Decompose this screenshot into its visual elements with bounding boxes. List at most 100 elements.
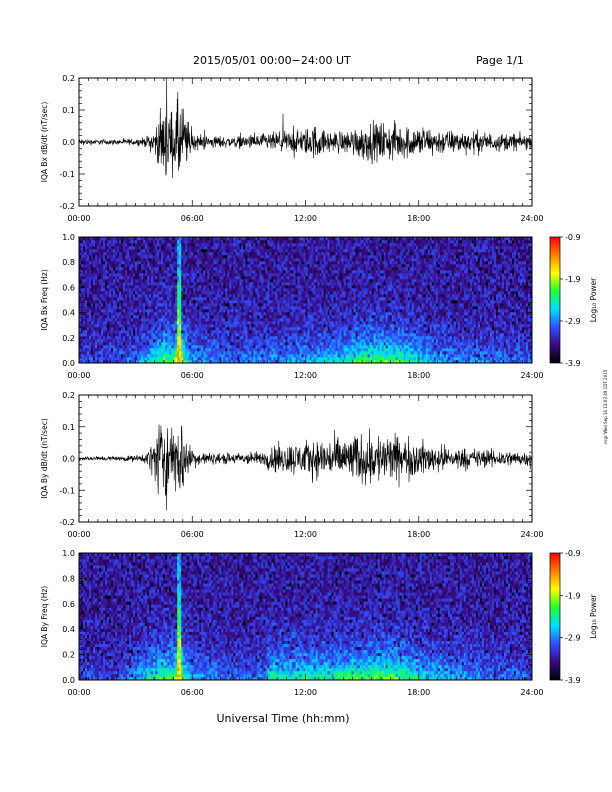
- spectrogram-cell: [265, 315, 268, 319]
- spectrogram-cell: [207, 297, 210, 301]
- spectrogram-cell: [233, 267, 236, 271]
- spectrogram-cell: [241, 294, 244, 298]
- spectrogram-cell: [271, 348, 274, 352]
- spectrogram-cell: [239, 279, 242, 283]
- spectrogram-cell: [307, 285, 310, 289]
- spectrogram-cell: [129, 243, 132, 247]
- spectrogram-cell: [279, 354, 282, 358]
- spectrogram-cell: [81, 258, 84, 262]
- spectrogram-cell: [113, 342, 116, 346]
- spectrogram-cell: [269, 249, 272, 253]
- spectrogram-cell: [281, 333, 284, 337]
- spectrogram-cell: [305, 324, 308, 328]
- spectrogram-cell: [153, 327, 156, 331]
- spectrogram-cell: [287, 261, 290, 265]
- spectrogram-cell: [163, 267, 166, 271]
- spectrogram-cell: [277, 354, 280, 358]
- spectrogram-cell: [85, 252, 88, 256]
- spectrogram-cell: [155, 270, 158, 274]
- spectrogram-cell: [115, 279, 118, 283]
- spectrogram-cell: [81, 237, 84, 241]
- spectrogram-cell: [287, 279, 290, 283]
- spectrogram-cell: [193, 360, 196, 364]
- spectrogram-cell: [283, 285, 286, 289]
- spectrogram-cell: [185, 324, 188, 328]
- spectrogram-cell: [97, 282, 100, 286]
- spectrogram-cell: [183, 261, 186, 265]
- spectrogram-cell: [205, 237, 208, 241]
- spectrogram-cell: [115, 240, 118, 244]
- spectrogram-cell: [177, 321, 180, 325]
- spectrogram-cell: [141, 318, 144, 322]
- spectrogram-cell: [143, 306, 146, 310]
- spectrogram-cell: [127, 279, 130, 283]
- spectrogram-cell: [289, 348, 292, 352]
- spectrogram-cell: [159, 327, 162, 331]
- spectrogram-cell: [209, 351, 212, 355]
- spectrogram-cell: [213, 279, 216, 283]
- spectrogram-cell: [133, 357, 136, 361]
- spectrogram-cell: [211, 306, 214, 310]
- spectrogram-cell: [83, 360, 86, 364]
- spectrogram-cell: [165, 303, 168, 307]
- spectrogram-cell: [149, 360, 152, 364]
- spectrogram-cell: [177, 318, 180, 322]
- spectrogram-cell: [207, 276, 210, 280]
- spectrogram-cell: [101, 288, 104, 292]
- spectrogram-cell: [177, 336, 180, 340]
- spectrogram-cell: [293, 333, 296, 337]
- spectrogram-cell: [105, 300, 108, 304]
- spectrogram-cell: [249, 255, 252, 259]
- spectrogram-cell: [291, 357, 294, 361]
- spectrogram-cell: [213, 282, 216, 286]
- spectrogram-cell: [291, 318, 294, 322]
- x-tick-label: 24:00: [520, 214, 543, 223]
- spectrogram-cell: [165, 312, 168, 316]
- spectrogram-cell: [183, 327, 186, 331]
- spectrogram-cell: [177, 246, 180, 250]
- spectrogram-cell: [101, 267, 104, 271]
- spectrogram-cell: [135, 264, 138, 268]
- spectrogram-cell: [79, 270, 82, 274]
- spectrogram-cell: [243, 324, 246, 328]
- spectrogram-cell: [95, 270, 98, 274]
- spectrogram-cell: [187, 345, 190, 349]
- spectrogram-cell: [293, 237, 296, 241]
- spectrogram-cell: [203, 294, 206, 298]
- spectrogram-cell: [161, 336, 164, 340]
- spectrogram-cell: [83, 288, 86, 292]
- spectrogram-cell: [197, 243, 200, 247]
- spectrogram-cell: [251, 246, 254, 250]
- spectrogram-cell: [297, 339, 300, 343]
- spectrogram-cell: [89, 240, 92, 244]
- spectrogram-cell: [95, 348, 98, 352]
- spectrogram-cell: [183, 285, 186, 289]
- spectrogram-cell: [247, 240, 250, 244]
- spectrogram-cell: [279, 261, 282, 265]
- spectrogram-cell: [119, 276, 122, 280]
- spectrogram-cell: [171, 267, 174, 271]
- spectrogram-cell: [151, 285, 154, 289]
- spectrogram-cell: [203, 249, 206, 253]
- spectrogram-cell: [245, 273, 248, 277]
- spectrogram-cell: [185, 336, 188, 340]
- spectrogram-cell: [207, 264, 210, 268]
- spectrogram-cell: [167, 246, 170, 250]
- spectrogram-cell: [147, 243, 150, 247]
- spectrogram-cell: [119, 237, 122, 241]
- spectrogram-cell: [203, 297, 206, 301]
- spectrogram-cell: [295, 309, 298, 313]
- spectrogram-cell: [267, 240, 270, 244]
- spectrogram-cell: [85, 303, 88, 307]
- spectrogram-cell: [175, 243, 178, 247]
- spectrogram-cell: [105, 237, 108, 241]
- spectrogram-cell: [165, 348, 168, 352]
- spectrogram-cell: [159, 276, 162, 280]
- spectrogram-cell: [203, 273, 206, 277]
- spectrogram-cell: [307, 345, 310, 349]
- spectrogram-cell: [129, 345, 132, 349]
- spectrogram-cell: [79, 243, 82, 247]
- spectrogram-cell: [101, 333, 104, 337]
- spectrogram-cell: [281, 246, 284, 250]
- spectrogram-cell: [201, 258, 204, 262]
